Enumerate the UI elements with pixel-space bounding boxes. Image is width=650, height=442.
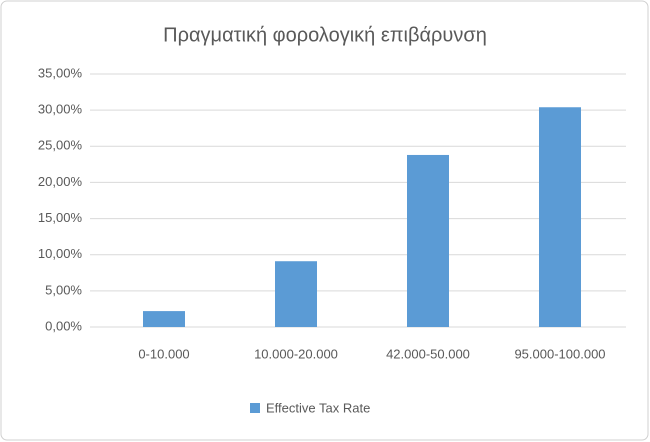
x-tick-label: 42.000-50.000: [386, 346, 470, 361]
legend-label: Effective Tax Rate: [266, 400, 370, 415]
legend-swatch: [250, 403, 260, 413]
x-tick-label: 0-10.000: [138, 346, 189, 361]
y-tick-label: 0,00%: [45, 318, 82, 333]
x-tick-label: 10.000-20.000: [254, 346, 338, 361]
chart-title: Πραγματική φορολογική επιβάρυνση: [163, 24, 487, 46]
y-tick-label: 5,00%: [45, 282, 82, 297]
y-tick-label: 15,00%: [38, 210, 83, 225]
bar: [275, 261, 317, 327]
y-tick-label: 35,00%: [38, 65, 83, 80]
y-tick-label: 20,00%: [38, 174, 83, 189]
y-tick-label: 30,00%: [38, 102, 83, 117]
x-tick-label: 95.000-100.000: [514, 346, 605, 361]
bar: [143, 311, 185, 327]
y-tick-label: 25,00%: [38, 138, 83, 153]
bar: [407, 154, 449, 327]
bar: [539, 107, 581, 327]
y-tick-label: 10,00%: [38, 246, 83, 261]
